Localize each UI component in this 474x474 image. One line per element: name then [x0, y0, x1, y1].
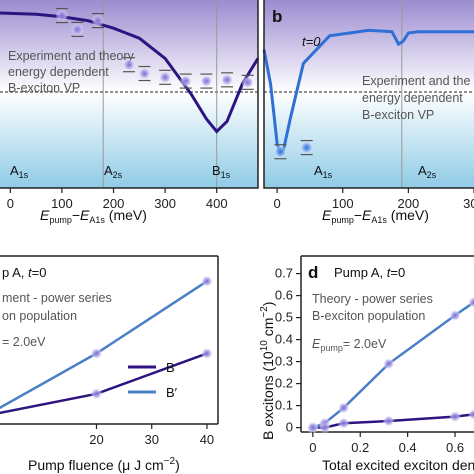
panel-a-data-point: [158, 69, 172, 85]
panel-c-title-line-3: on population: [2, 309, 77, 323]
panel-a-data-point: [179, 73, 193, 89]
panel-d-x-ticks: 0 0.2 0.4 0.6: [309, 432, 464, 455]
panel-c-x-axis-label: Pump fluence (μ J cm−2): [28, 456, 180, 473]
panel-d-x-tick-label: 0.6: [446, 440, 464, 455]
panel-a-region-label-a1s: A1s: [10, 163, 29, 180]
panel-b-region-label-a2s: A2s: [418, 163, 437, 180]
panel-b-data-point: [299, 139, 314, 156]
panel-c-x-tick-label: 40: [200, 432, 214, 447]
panel-a-x-axis-label: Epump−EA1s (meV): [40, 207, 147, 225]
panel-b-x-tick-label: 100: [332, 196, 354, 211]
legend-label-b: B: [166, 360, 175, 375]
panel-c-legend: B B′: [128, 360, 178, 400]
panel-d-y-axis-label: B excitons (1010 cm−2): [259, 302, 276, 440]
panel-d-x-tick-label: 0.2: [351, 440, 369, 455]
panel-d: d Pump A, t=0 Theory - power series B-ex…: [259, 255, 474, 473]
panel-d-epump-label: Epump= 2.0eV: [312, 337, 387, 353]
panel-c-data-point-b: [90, 387, 103, 400]
panel-d-y-tick-label: 0.1: [275, 398, 293, 413]
panel-d-y-tick-label: 0.7: [275, 266, 293, 281]
panel-d-x-tick-label: 0: [309, 440, 316, 455]
panel-a-x-tick-label: 300: [154, 196, 176, 211]
panel-a-x-tick-label: 200: [103, 196, 125, 211]
panel-c-title-line-1: p A, t=0: [2, 265, 46, 280]
panel-d-data-point-purple: [382, 415, 395, 427]
panel-d-data-point-purple: [468, 408, 474, 421]
panel-c-data-point-bprime: [200, 275, 213, 288]
panel-d-data-point-purple: [449, 410, 462, 423]
panel-d-data-point-blue: [382, 357, 395, 370]
panel-d-y-tick-label: 0.6: [275, 288, 293, 303]
panel-b-annotation-line-3: B-exciton VP: [362, 108, 434, 122]
panel-b-bottom-band: [264, 92, 474, 188]
panel-a-x-tick-label: 0: [7, 196, 14, 211]
legend-label-bprime: B′: [166, 385, 178, 400]
panel-a-annotation-line-2: energy dependent: [8, 65, 109, 79]
panel-d-data-point-blue: [449, 309, 462, 322]
panel-a-data-point: [91, 12, 105, 29]
panel-c-data-point-b: [200, 347, 213, 360]
panel-b-data-point: [273, 144, 288, 160]
panel-c-points: [90, 275, 213, 400]
panel-c-x-tick-label: 30: [144, 432, 158, 447]
panel-b-letter: b: [272, 7, 282, 26]
panel-d-y-tick-label: 0: [286, 420, 293, 435]
panel-b-region-label-a1s: A1s: [314, 163, 333, 180]
panel-a-annotation-line-1: Experiment and theory: [8, 49, 135, 63]
panel-d-data-point-blue: [468, 296, 474, 309]
panel-d-y-ticks: 0 0.1 0.2 0.3 0.4 0.5 0.6 0.7: [275, 266, 301, 435]
panel-d-y-tick-label: 0.5: [275, 310, 293, 325]
panel-a-data-point: [199, 73, 213, 89]
panel-b-frame: [263, 0, 474, 189]
panel-a-data-point: [137, 65, 151, 82]
panel-b-x-ticks: 0 100 200 300: [274, 188, 474, 211]
panel-b-x-tick-label: 200: [398, 196, 420, 211]
panel-d-data-point-purple: [318, 421, 331, 434]
panel-d-title-line-3: B-exciton population: [312, 309, 425, 323]
panel-d-y-tick-label: 0.4: [275, 332, 293, 347]
panel-a-x-ticks: 0 100 200 300 400: [7, 188, 228, 211]
panel-a-data-point: [55, 7, 69, 24]
panel-d-data-point-blue: [337, 401, 350, 414]
panel-a-bottom-band: [0, 92, 258, 188]
panel-d-data-point-purple: [306, 421, 319, 434]
panel-b-time-label: t=0: [302, 34, 321, 49]
panel-b-annotation-line-1: Experiment and the: [362, 74, 470, 88]
panel-b-x-axis-label: Epump−EA1s (meV): [322, 207, 429, 225]
panel-a-region-label-b1s: B1s: [212, 163, 231, 180]
panel-a: Experiment and theory energy dependent B…: [0, 0, 260, 225]
panel-d-x-tick-label: 0.4: [399, 440, 417, 455]
panel-b: b t=0 Experiment and the energy dependen…: [262, 0, 474, 225]
panel-d-y-tick-label: 0.3: [275, 354, 293, 369]
panel-d-title-line-2: Theory - power series: [312, 292, 433, 306]
panel-c-data-point-bprime: [90, 347, 103, 360]
panel-d-y-tick-label: 0.2: [275, 376, 293, 391]
panel-a-x-tick-label: 100: [51, 196, 73, 211]
panel-d-data-point-purple: [337, 417, 350, 430]
panel-a-annotation-line-3: B-exciton VP: [8, 81, 80, 95]
panel-d-points: [306, 296, 474, 434]
panel-d-x-axis-label: Total excited exciton dens: [322, 457, 474, 473]
panel-b-x-tick-label: 0: [274, 196, 281, 211]
panel-a-data-point: [122, 57, 136, 73]
panel-c-x-tick-label: 20: [89, 432, 103, 447]
panel-a-data-point: [70, 21, 84, 38]
panel-c-epump-label: = 2.0eV: [2, 335, 46, 349]
panel-d-title-line-1: Pump A, t=0: [334, 265, 405, 280]
panel-b-x-tick-label: 300: [463, 196, 474, 211]
panel-a-frame: [0, 0, 259, 189]
panel-c: p A, t=0 ment - power series on populati…: [0, 255, 219, 473]
panel-b-experiment-points: [273, 139, 314, 160]
panel-c-x-ticks: 20 30 40: [89, 424, 214, 447]
panel-a-data-point: [220, 72, 234, 88]
panel-a-region-label-a2s: A2s: [104, 163, 123, 180]
panel-d-letter: d: [308, 263, 318, 282]
panel-c-title-line-2: ment - power series: [2, 291, 112, 305]
panel-a-experiment-points: [55, 7, 255, 90]
panel-b-annotation-line-2: energy dependent: [362, 91, 463, 105]
panel-a-data-point: [241, 74, 255, 90]
panel-a-x-tick-label: 400: [206, 196, 228, 211]
